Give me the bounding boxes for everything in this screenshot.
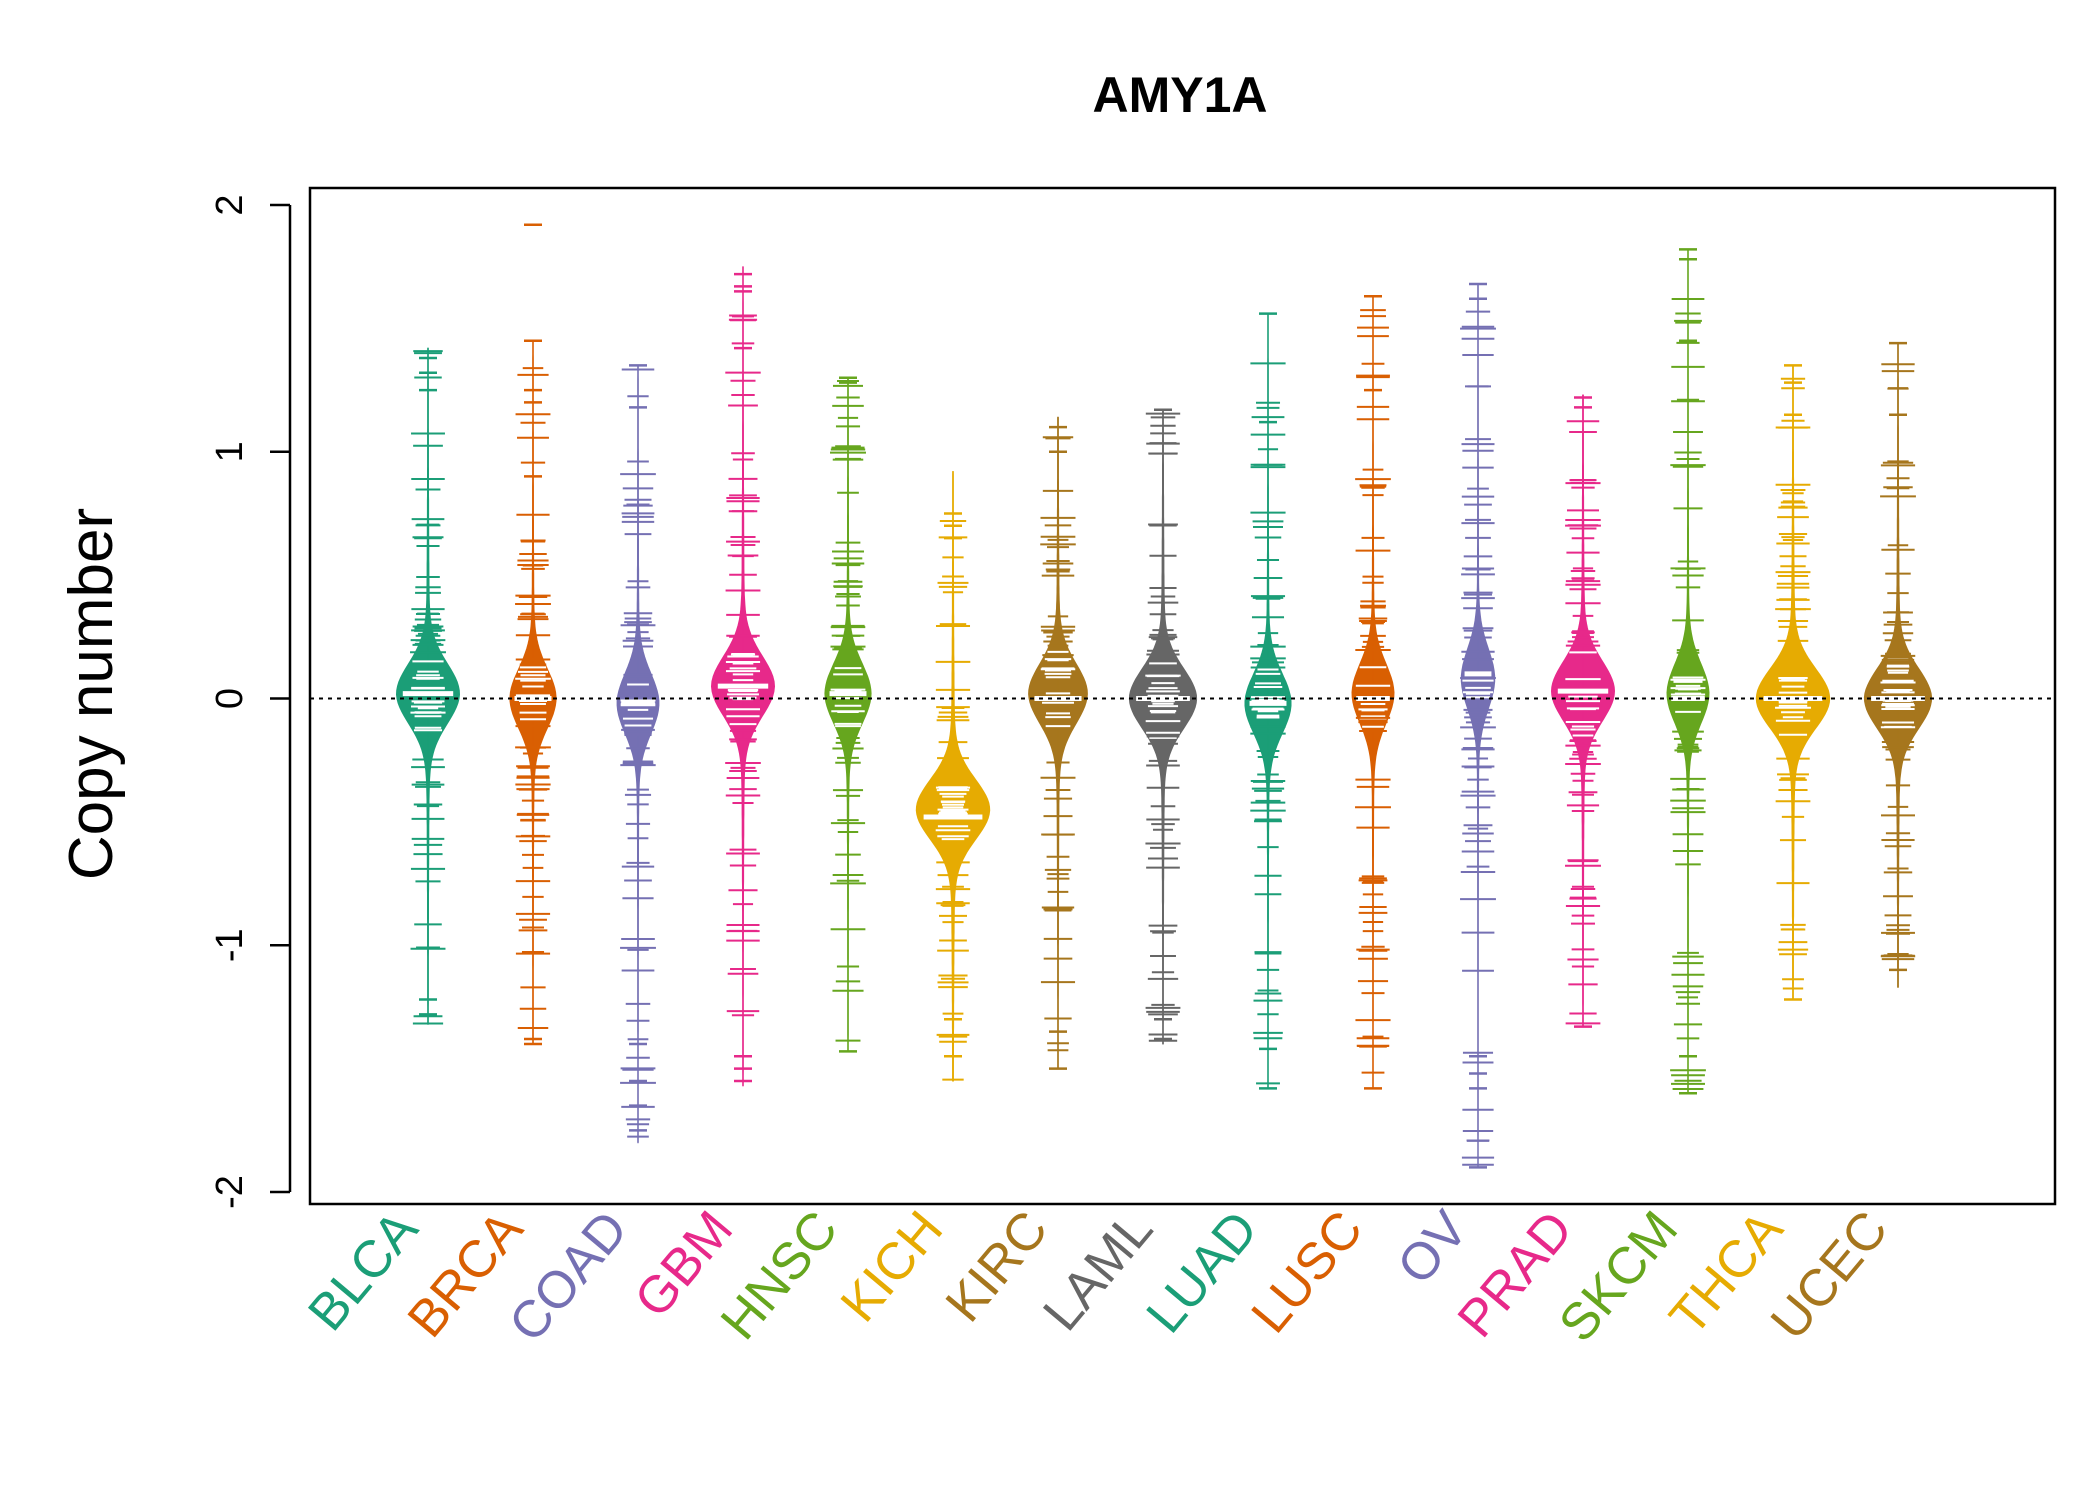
x-label-hnsc: HNSC [710, 1200, 849, 1350]
x-label-coad: COAD [498, 1200, 639, 1352]
x-label-ucec: UCEC [1760, 1200, 1899, 1350]
plot-frame [308, 186, 2057, 1206]
x-label-kich: KICH [830, 1200, 954, 1332]
x-label-kirc: KIRC [935, 1200, 1059, 1332]
y-tick-label: 0 [209, 688, 251, 709]
bean-lusc [1351, 295, 1395, 1090]
bean-ov [1460, 282, 1496, 1169]
x-label-lusc: LUSC [1241, 1200, 1375, 1344]
bean-gbm [710, 266, 776, 1087]
bean-hnsc [824, 376, 872, 1053]
bean-ucec [1863, 341, 1933, 988]
chart-title: AMY1A [1092, 67, 1267, 123]
bean-luad [1244, 312, 1292, 1090]
x-label-luad: LUAD [1136, 1200, 1270, 1344]
y-tick-label: -2 [209, 1175, 251, 1209]
x-label-laml: LAML [1032, 1200, 1164, 1341]
y-tick-label: 1 [209, 441, 251, 462]
x-label-ov: OV [1386, 1200, 1479, 1295]
y-tick-label: 2 [209, 194, 251, 215]
y-tick-label: -1 [209, 928, 251, 962]
bean-brca [509, 223, 557, 1046]
y-axis: -2 -1 0 1 2 [209, 194, 292, 1209]
bean-thca [1755, 364, 1831, 1001]
bean-blca [395, 347, 461, 1025]
bean-kich [915, 471, 991, 1082]
bean-skcm [1666, 248, 1710, 1095]
bean-prad [1550, 394, 1616, 1028]
bean-laml [1128, 408, 1198, 1045]
x-label-skcm: SKCM [1548, 1200, 1689, 1352]
bean-coad [616, 364, 660, 1144]
bean-layer [395, 223, 1933, 1169]
y-axis-label: Copy number [57, 508, 126, 880]
bean-kirc [1028, 416, 1088, 1070]
